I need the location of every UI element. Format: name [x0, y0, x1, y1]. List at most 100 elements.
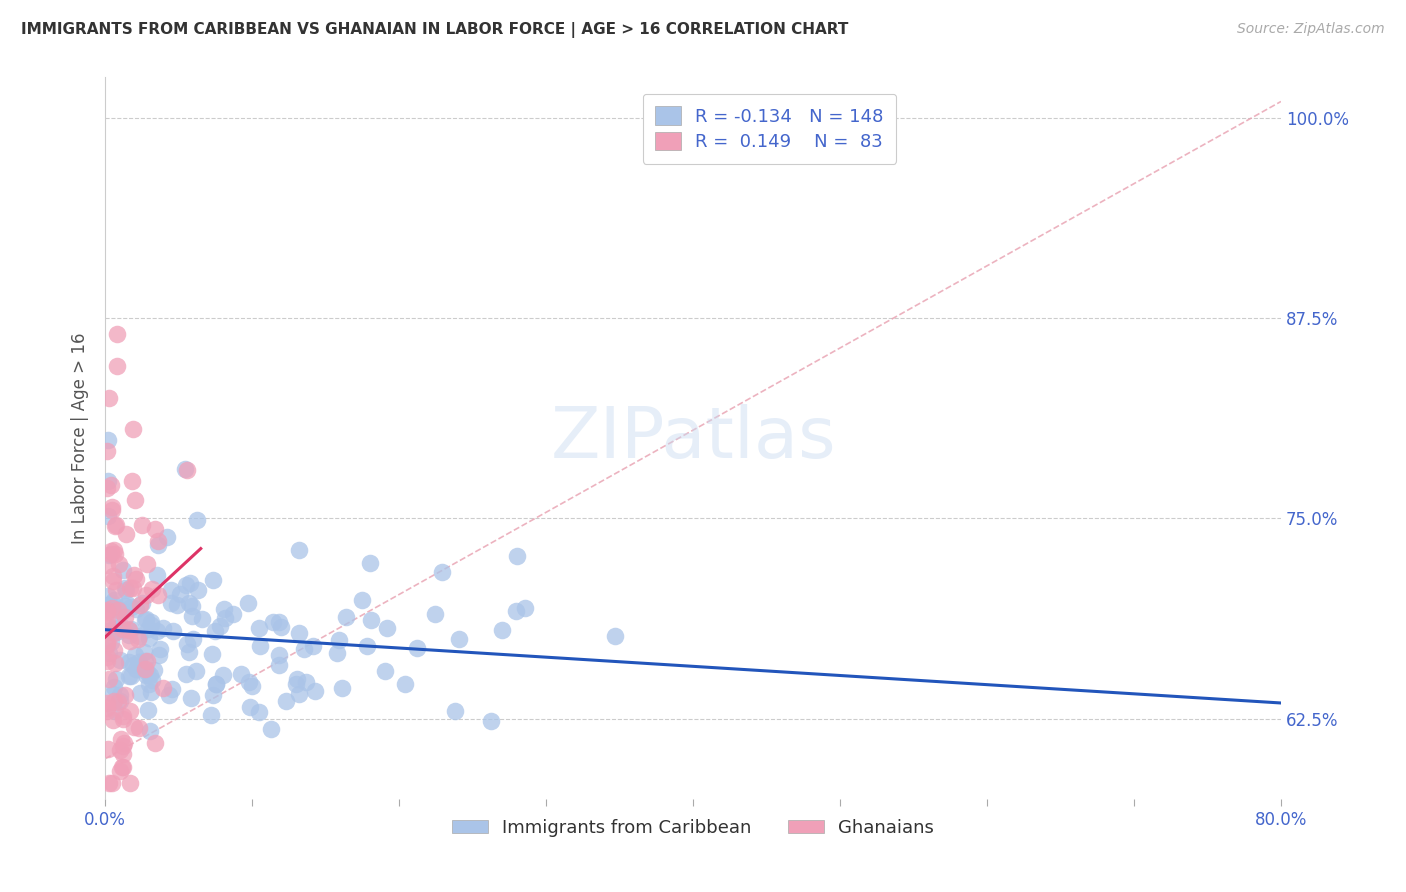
Point	[118, 582, 141, 596]
Point	[350, 592, 373, 607]
Point	[132, 645, 155, 659]
Point	[214, 611, 236, 625]
Point	[108, 694, 131, 708]
Point	[118, 655, 141, 669]
Point	[122, 581, 145, 595]
Point	[110, 731, 132, 746]
Point	[120, 600, 142, 615]
Point	[96, 696, 118, 710]
Point	[101, 500, 124, 515]
Point	[111, 739, 134, 754]
Point	[169, 587, 191, 601]
Point	[506, 549, 529, 563]
Point	[111, 712, 134, 726]
Point	[114, 599, 136, 613]
Point	[112, 709, 135, 723]
Point	[135, 668, 157, 682]
Point	[104, 704, 127, 718]
Point	[96, 650, 118, 665]
Point	[118, 704, 141, 718]
Point	[152, 621, 174, 635]
Point	[96, 638, 118, 652]
Point	[491, 624, 513, 638]
Point	[141, 684, 163, 698]
Point	[110, 619, 132, 633]
Point	[179, 596, 201, 610]
Point	[186, 513, 208, 527]
Point	[110, 653, 132, 667]
Point	[180, 691, 202, 706]
Point	[103, 593, 125, 607]
Point	[356, 640, 378, 654]
Point	[96, 701, 118, 715]
Point	[174, 461, 197, 475]
Point	[430, 565, 453, 579]
Point	[124, 648, 146, 662]
Point	[97, 589, 120, 603]
Point	[122, 720, 145, 734]
Point	[212, 602, 235, 616]
Point	[122, 568, 145, 582]
Point	[260, 722, 283, 736]
Point	[222, 607, 245, 621]
Point	[134, 654, 156, 668]
Point	[96, 618, 118, 632]
Point	[96, 444, 118, 458]
Point	[157, 688, 180, 702]
Point	[406, 640, 429, 655]
Point	[360, 613, 382, 627]
Point	[107, 603, 129, 617]
Point	[96, 605, 118, 619]
Point	[103, 693, 125, 707]
Point	[118, 628, 141, 642]
Point	[204, 677, 226, 691]
Point	[139, 724, 162, 739]
Point	[136, 622, 159, 636]
Point	[148, 538, 170, 552]
Point	[100, 624, 122, 638]
Point	[98, 548, 121, 562]
Point	[174, 578, 197, 592]
Point	[236, 596, 259, 610]
Point	[288, 687, 311, 701]
Point	[146, 533, 169, 548]
Point	[124, 662, 146, 676]
Point	[274, 694, 297, 708]
Y-axis label: In Labor Force | Age > 16: In Labor Force | Age > 16	[72, 333, 89, 544]
Point	[135, 654, 157, 668]
Point	[124, 493, 146, 508]
Point	[301, 639, 323, 653]
Point	[111, 760, 134, 774]
Point	[103, 625, 125, 640]
Point	[117, 623, 139, 637]
Point	[105, 616, 128, 631]
Point	[166, 598, 188, 612]
Point	[152, 681, 174, 696]
Point	[149, 642, 172, 657]
Point	[247, 621, 270, 635]
Point	[103, 643, 125, 657]
Point	[112, 736, 135, 750]
Point	[191, 612, 214, 626]
Point	[110, 764, 132, 778]
Point	[98, 672, 121, 686]
Point	[115, 583, 138, 598]
Point	[96, 615, 118, 629]
Point	[136, 703, 159, 717]
Point	[135, 557, 157, 571]
Point	[176, 463, 198, 477]
Point	[201, 647, 224, 661]
Point	[104, 519, 127, 533]
Point	[269, 648, 291, 663]
Point	[479, 714, 502, 729]
Point	[121, 422, 143, 436]
Point	[187, 583, 209, 598]
Point	[285, 672, 308, 686]
Point	[141, 582, 163, 597]
Point	[141, 618, 163, 632]
Point	[423, 607, 446, 622]
Point	[146, 624, 169, 638]
Point	[118, 623, 141, 637]
Point	[131, 596, 153, 610]
Point	[201, 688, 224, 702]
